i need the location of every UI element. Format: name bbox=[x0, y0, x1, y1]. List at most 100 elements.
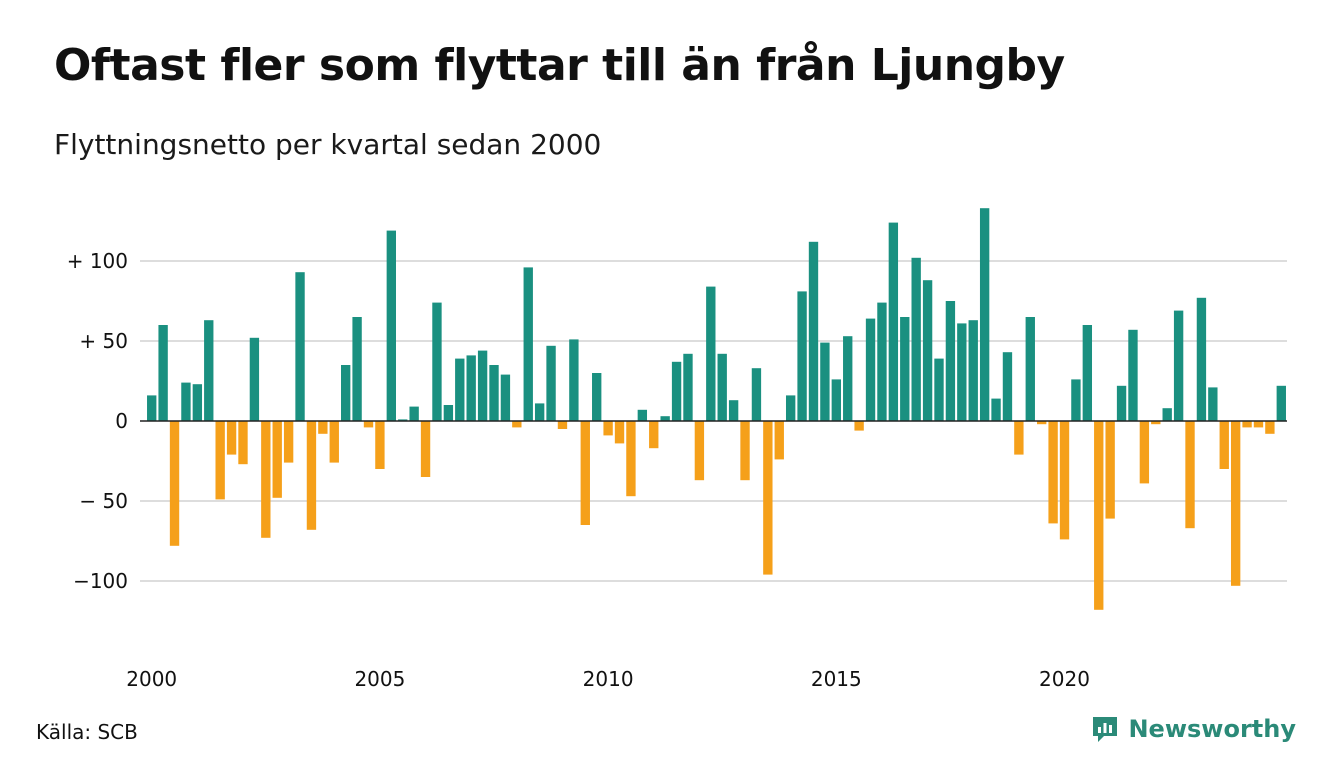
bar bbox=[740, 421, 750, 481]
bar bbox=[455, 358, 465, 421]
y-tick-label: − 50 bbox=[79, 489, 128, 513]
bar bbox=[1025, 317, 1035, 421]
bar bbox=[592, 373, 602, 421]
bar bbox=[500, 374, 511, 421]
bar bbox=[649, 421, 659, 449]
bar bbox=[1242, 421, 1252, 428]
bar bbox=[614, 421, 625, 444]
bar bbox=[204, 320, 214, 421]
chart-subtitle: Flyttningsnetto per kvartal sedan 2000 bbox=[54, 128, 602, 161]
bar bbox=[751, 368, 762, 421]
y-tick-label: 0 bbox=[115, 409, 128, 433]
bar bbox=[1265, 421, 1275, 434]
bar bbox=[261, 421, 271, 538]
bar bbox=[466, 355, 476, 421]
brand-name: Newsworthy bbox=[1128, 715, 1296, 743]
bar bbox=[1185, 421, 1195, 529]
x-tick-label: 2020 bbox=[1039, 667, 1090, 691]
bar bbox=[569, 339, 579, 421]
bar bbox=[1162, 408, 1172, 421]
bar bbox=[1082, 325, 1093, 421]
bar bbox=[1002, 352, 1013, 421]
bar bbox=[489, 365, 499, 421]
bar bbox=[318, 421, 328, 434]
bar bbox=[523, 267, 533, 421]
bar bbox=[1151, 421, 1161, 425]
bar bbox=[1094, 421, 1104, 610]
bar bbox=[922, 280, 933, 421]
bar bbox=[329, 421, 339, 463]
bar bbox=[706, 286, 716, 421]
bar bbox=[854, 421, 864, 431]
bar bbox=[169, 421, 180, 546]
bar bbox=[238, 421, 248, 465]
bar bbox=[1128, 329, 1138, 421]
bar bbox=[957, 323, 967, 421]
bar bbox=[1230, 421, 1241, 586]
bar bbox=[557, 421, 568, 429]
bar bbox=[728, 400, 739, 421]
bar bbox=[158, 325, 168, 421]
bar bbox=[1014, 421, 1024, 455]
bar bbox=[1059, 421, 1070, 540]
bar bbox=[1173, 310, 1184, 421]
x-tick-label: 2010 bbox=[583, 667, 634, 691]
bar bbox=[226, 421, 237, 455]
bar bbox=[341, 365, 351, 421]
bar bbox=[626, 421, 636, 497]
bar bbox=[432, 302, 442, 421]
bar bbox=[181, 382, 191, 421]
bar bbox=[774, 421, 784, 460]
bar bbox=[808, 241, 819, 421]
bar bbox=[1116, 385, 1127, 421]
x-tick-label: 2005 bbox=[354, 667, 405, 691]
bar bbox=[934, 358, 944, 421]
bar bbox=[192, 384, 203, 421]
bar bbox=[900, 317, 910, 421]
bar bbox=[147, 395, 157, 421]
bar bbox=[352, 317, 362, 421]
bar bbox=[1196, 297, 1207, 421]
bar bbox=[363, 421, 374, 428]
bar bbox=[694, 421, 705, 481]
bar bbox=[785, 395, 796, 421]
bar bbox=[249, 337, 260, 421]
bar bbox=[215, 421, 225, 500]
bar bbox=[1276, 385, 1286, 421]
bar bbox=[1071, 379, 1081, 421]
bar bbox=[580, 421, 590, 525]
bar bbox=[671, 361, 682, 421]
bar bbox=[637, 409, 648, 421]
bar bbox=[1253, 421, 1264, 428]
bar bbox=[979, 208, 990, 421]
y-tick-label: + 100 bbox=[67, 249, 128, 273]
bar bbox=[546, 345, 556, 421]
bar bbox=[603, 421, 613, 436]
bar bbox=[717, 353, 727, 421]
bar bbox=[306, 421, 317, 530]
y-axis-ticks: + 100 + 50 0 − 50 −100 bbox=[67, 249, 128, 593]
bar bbox=[968, 320, 978, 421]
bar bbox=[420, 421, 431, 477]
bar bbox=[534, 403, 545, 421]
x-tick-label: 2000 bbox=[126, 667, 177, 691]
bar bbox=[797, 291, 807, 421]
bar bbox=[398, 419, 408, 421]
bar bbox=[877, 302, 887, 421]
bar bbox=[945, 301, 956, 421]
y-tick-label: + 50 bbox=[79, 329, 128, 353]
bar bbox=[1037, 421, 1047, 425]
bar bbox=[375, 421, 385, 469]
bars bbox=[147, 208, 1286, 610]
bar bbox=[477, 350, 488, 421]
bar bbox=[283, 421, 294, 463]
x-tick-label: 2015 bbox=[811, 667, 862, 691]
bar bbox=[295, 272, 305, 421]
newsworthy-logo-icon bbox=[1093, 717, 1118, 742]
bar bbox=[1219, 421, 1229, 469]
bar bbox=[272, 421, 282, 498]
bar bbox=[512, 421, 522, 428]
bar bbox=[443, 405, 454, 421]
brand-logo: Newsworthy bbox=[1090, 714, 1296, 744]
